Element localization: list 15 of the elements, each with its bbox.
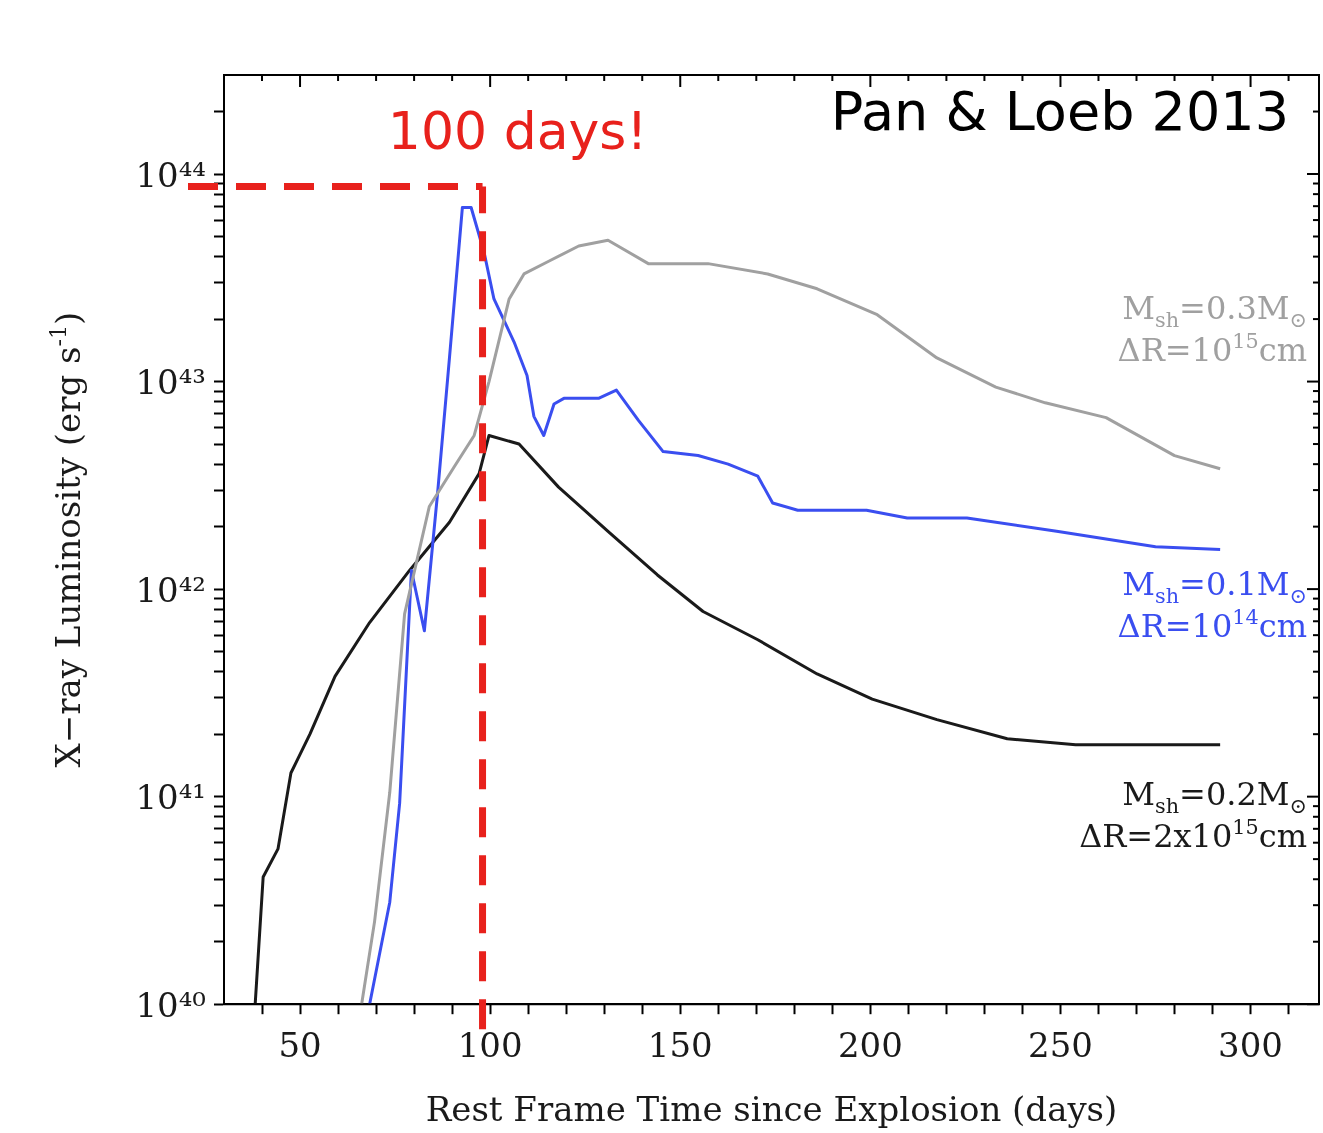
y-tick-label: 10⁴² bbox=[135, 569, 206, 610]
x-tick-label: 250 bbox=[1028, 1025, 1093, 1066]
x-tick-label: 100 bbox=[457, 1025, 523, 1066]
x-axis-title: Rest Frame Time since Explosion (days) bbox=[425, 1089, 1118, 1129]
ref-line-label: 100 days! bbox=[387, 100, 648, 161]
y-tick-label: 10⁴¹ bbox=[135, 777, 206, 818]
x-tick-label: 50 bbox=[278, 1025, 322, 1066]
y-tick-label: 10⁴⁴ bbox=[135, 154, 206, 195]
y-axis-title: X−ray Luminosity (erg s-1) bbox=[45, 311, 88, 768]
x-tick-label: 200 bbox=[837, 1025, 903, 1066]
y-tick-label: 10⁴⁰ bbox=[135, 984, 206, 1025]
annotation: Pan & Loeb 2013 bbox=[830, 80, 1289, 143]
y-tick-label: 10⁴³ bbox=[135, 362, 206, 403]
x-tick-label: 150 bbox=[647, 1025, 713, 1066]
x-tick-label: 300 bbox=[1218, 1025, 1284, 1066]
